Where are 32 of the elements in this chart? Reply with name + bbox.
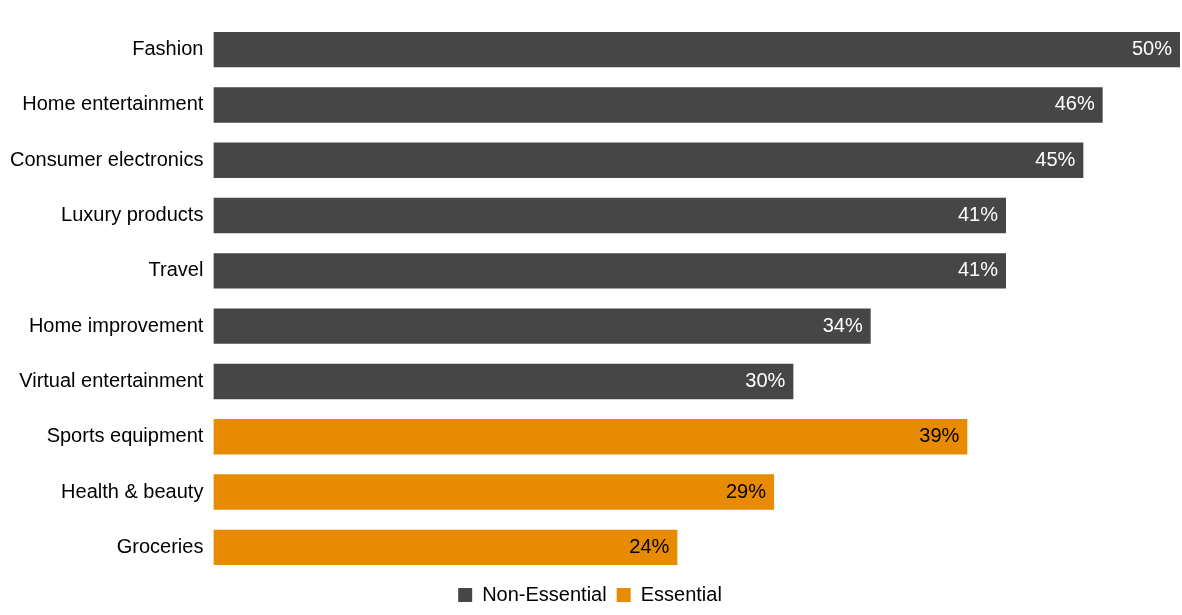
y-tick-label: Groceries xyxy=(116,534,204,557)
bar xyxy=(213,529,678,566)
bar xyxy=(213,142,1084,178)
data-label: 50% xyxy=(1131,37,1173,60)
data-label: 30% xyxy=(745,368,786,391)
bar xyxy=(213,474,775,510)
legend-label: Non-Essential xyxy=(482,582,607,605)
y-tick-label: Virtual entertainment xyxy=(19,368,204,391)
bar xyxy=(213,363,794,400)
bar xyxy=(213,197,1007,234)
bar xyxy=(213,253,1007,289)
legend-label: Essential xyxy=(640,582,722,605)
y-tick-label: Home improvement xyxy=(28,313,204,336)
data-label: 29% xyxy=(726,479,767,502)
y-tick-label: Fashion xyxy=(132,37,204,60)
data-label: 46% xyxy=(1054,92,1095,115)
y-tick-label: Consumer electronics xyxy=(9,147,204,170)
bar xyxy=(213,87,1103,123)
y-tick-label: Sports equipment xyxy=(46,424,204,447)
bar xyxy=(213,308,871,344)
data-label: 45% xyxy=(1035,147,1076,170)
y-tick-label: Home entertainment xyxy=(22,92,204,115)
data-label: 41% xyxy=(957,203,999,226)
y-tick-label: Travel xyxy=(148,258,204,281)
y-tick-label: Health & beauty xyxy=(61,479,204,502)
bar xyxy=(213,419,968,455)
data-label: 39% xyxy=(919,424,960,447)
data-label: 34% xyxy=(822,313,863,336)
y-tick-label: Luxury products xyxy=(61,203,204,226)
data-label: 24% xyxy=(629,534,670,557)
data-label: 41% xyxy=(957,258,999,281)
bar xyxy=(213,31,1180,68)
